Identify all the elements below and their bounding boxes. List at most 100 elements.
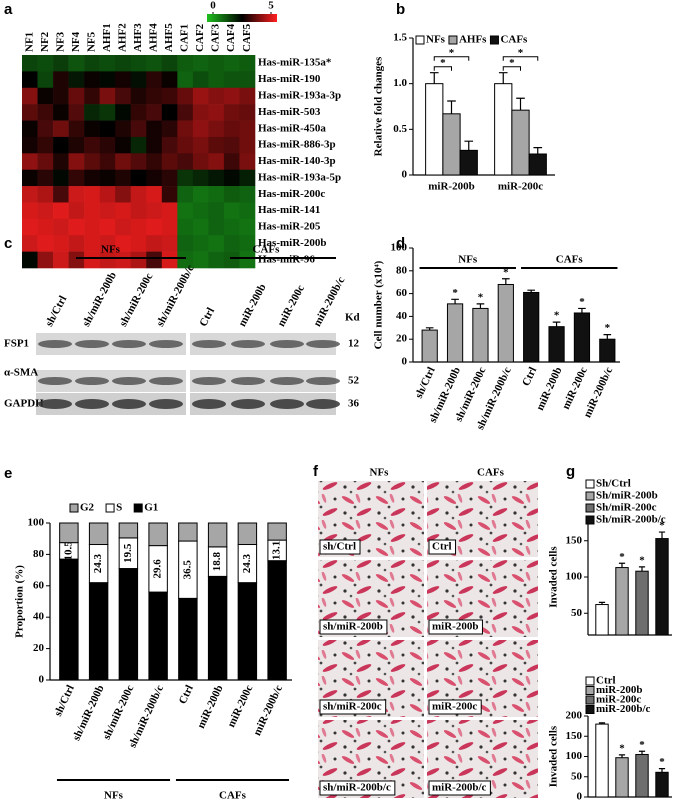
heatmap-cell: [161, 202, 178, 220]
y-tick-label: 150: [566, 730, 583, 742]
heatmap-cell: [84, 87, 100, 105]
heatmap-cell: [208, 186, 225, 203]
legend-label: S: [116, 502, 122, 514]
y-axis-label: Invaded cells: [548, 725, 560, 787]
blot-band: [270, 399, 304, 409]
heatmap-cell: [192, 153, 209, 170]
heatmap-cell: [130, 169, 147, 187]
heatmap-cell: [53, 153, 69, 170]
column-label: CAF1: [179, 24, 191, 52]
blot-band: [38, 399, 72, 409]
column-label: NF1: [23, 32, 35, 52]
heatmap-cell: [115, 71, 132, 89]
heatmap-cell: [99, 251, 116, 269]
blot-band: [149, 377, 183, 385]
heatmap-cell: [37, 153, 54, 170]
blot-band: [75, 399, 109, 409]
bar: [472, 307, 489, 363]
heatmap-cell: [239, 202, 256, 220]
heatmap-cell: [223, 153, 240, 170]
heatmap-cell: [208, 87, 225, 105]
heatmap-cell: [146, 136, 163, 154]
y-tick-label: 60: [396, 287, 408, 299]
legend-swatch: [489, 35, 499, 45]
significance-mark: *: [509, 57, 515, 69]
heatmap-cell: [177, 218, 194, 236]
x-tick-label: sh/Ctrl: [413, 365, 438, 400]
y-tick-label: 0: [39, 674, 45, 686]
heatmap-cell: [115, 169, 132, 187]
heatmap-cell: [37, 235, 54, 252]
bar: [59, 558, 79, 681]
heatmap-cell: [84, 202, 100, 220]
blot-band: [231, 399, 265, 409]
heatmap-cell: [53, 202, 69, 220]
y-tick-label: 150: [566, 534, 583, 546]
heatmap-cell: [223, 87, 240, 105]
heatmap-cell: [37, 186, 54, 203]
heatmap-cell: [192, 169, 209, 187]
heatmap-cell: [177, 136, 194, 154]
heatmap-cell: [177, 186, 194, 203]
heatmap-cell: [22, 71, 38, 89]
heatmap-cell: [223, 235, 240, 252]
heatmap-cell: [68, 120, 85, 138]
heatmap-cell: [208, 120, 225, 138]
heatmap-cell: [68, 71, 85, 89]
bar: [528, 153, 547, 176]
heatmap-cell: [239, 120, 256, 138]
error-bar: [502, 278, 510, 285]
heatmap-cell: [84, 169, 100, 187]
y-tick-label: 1.0: [393, 77, 407, 89]
heatmap-cell: [223, 55, 240, 72]
bar: [635, 753, 649, 798]
image-label: Ctrl: [432, 541, 452, 553]
heatmap-cell: [53, 251, 69, 269]
heatmap-cell: [37, 169, 54, 187]
bar: [615, 757, 629, 798]
heatmap-cell: [130, 87, 147, 105]
y-tick-label: 1.5: [393, 32, 407, 44]
legend-label: Sh/miR-200c: [596, 502, 657, 514]
heatmap-cell: [161, 169, 178, 187]
blot-band: [270, 340, 304, 348]
heatmap-cell: [22, 218, 38, 236]
error-bar: [658, 531, 666, 539]
heatmap-cell: [161, 235, 178, 252]
bar: [497, 283, 514, 363]
panel-label: d: [396, 235, 405, 252]
legend-swatch: [585, 695, 595, 705]
significance-bracket: [502, 66, 521, 71]
significance-mark: *: [452, 287, 458, 299]
error-bar: [638, 566, 646, 572]
bar: [655, 771, 669, 798]
heatmap-cell: [84, 218, 100, 236]
legend-label: AHFs: [459, 34, 487, 46]
heatmap-cell: [53, 136, 69, 154]
bar: [237, 582, 258, 681]
legend-swatch: [105, 503, 115, 513]
heatmap-cell: [68, 169, 85, 187]
error-bar: [603, 334, 612, 340]
heatmap-cell: [130, 251, 147, 269]
heatmap-cell: [115, 202, 132, 220]
bar: [178, 597, 198, 681]
significance-mark: *: [639, 554, 645, 566]
blot-band: [192, 377, 226, 385]
blot-band: [75, 377, 109, 385]
legend-label: Sh/miR-200b: [596, 490, 658, 502]
row-label: Has-miR-96: [258, 253, 315, 265]
x-tick-label: sh/miR-200c: [101, 683, 137, 741]
heatmap-cell: [130, 153, 147, 170]
y-axis-label: Relative fold changes: [373, 56, 385, 156]
heatmap-cell: [161, 186, 178, 203]
value-label: 24.3: [241, 553, 253, 573]
bar: [442, 113, 461, 176]
image-label: sh/Ctrl: [323, 541, 356, 553]
x-tick-label: sh/Ctrl: [52, 683, 77, 718]
blot-band: [112, 340, 146, 348]
heatmap-cell: [239, 55, 256, 72]
heatmap-cell: [177, 71, 194, 89]
heatmap-cell: [130, 235, 147, 252]
heatmap-cell: [37, 251, 54, 269]
